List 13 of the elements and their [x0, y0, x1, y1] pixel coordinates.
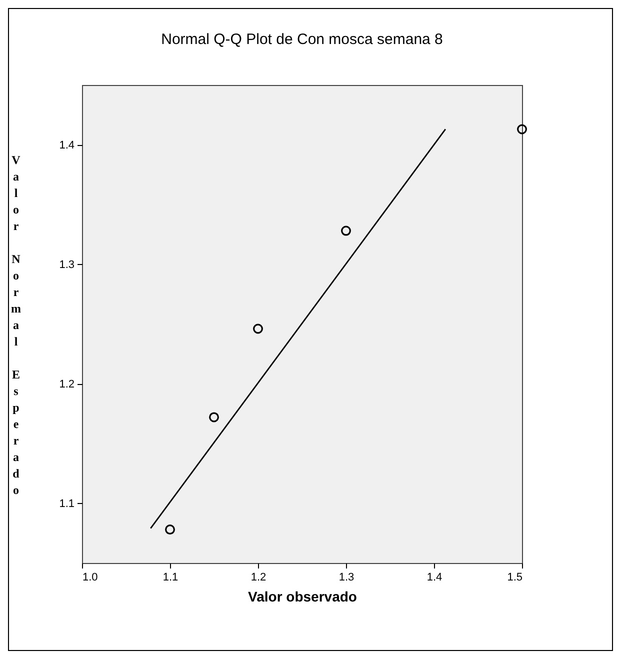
x-tick-label: 1.3: [338, 572, 354, 584]
x-tick-label: 1.0: [82, 572, 98, 584]
x-axis-title: Valor observado: [248, 588, 357, 604]
x-tick-label: 1.1: [162, 572, 178, 584]
y-tick-label: 1.1: [59, 498, 74, 510]
x-tick-label: 1.2: [250, 572, 266, 584]
y-tick-label: 1.4: [59, 139, 74, 152]
x-tick-label: 1.5: [507, 572, 522, 584]
y-tick-label: 1.3: [59, 258, 74, 271]
y-tick-label: 1.2: [59, 378, 74, 390]
text: Valor Normal Esperado: [11, 153, 21, 497]
chart-title: Normal Q-Q Plot de Con mosca semana 8: [161, 31, 443, 48]
x-tick-label: 1.4: [426, 572, 442, 584]
